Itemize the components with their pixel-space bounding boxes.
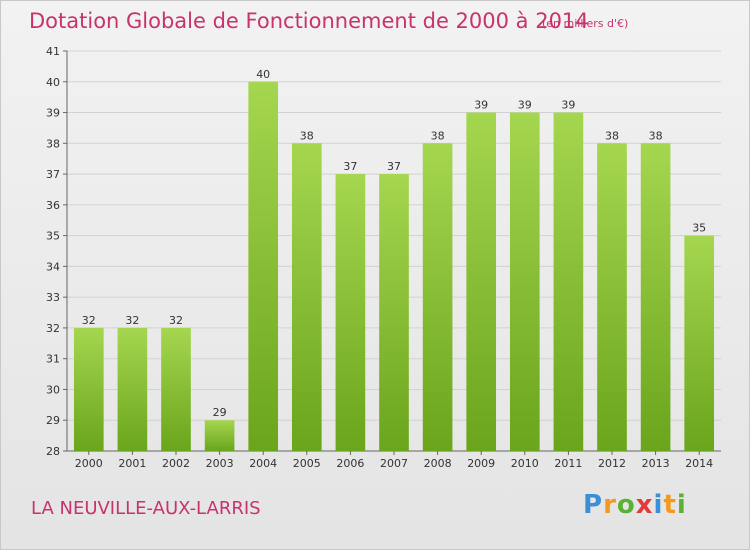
data-label: 39 [561,99,575,112]
bar [640,143,671,452]
data-label: 39 [518,99,532,112]
x-tick-label: 2014 [685,457,713,470]
data-label: 32 [169,314,183,327]
bar [684,235,715,451]
y-tick-label: 41 [46,45,60,58]
x-tick-label: 2001 [118,457,146,470]
proxiti-logo[interactable]: Proxiti [583,490,687,520]
labels: 28 29 30 31 32 33 34 35 36 37 38 39 40 41 32 2000 32 2001… [46,45,713,470]
y-tick-label: 40 [46,76,60,89]
bar [291,143,322,452]
y-tick-label: 38 [46,137,60,150]
y-tick-label: 30 [46,383,60,396]
x-tick-label: 2006 [336,457,364,470]
bar [161,327,191,451]
y-tick-label: 29 [46,414,60,427]
y-tick-label: 39 [46,107,60,120]
x-tick-label: 2013 [642,457,670,470]
x-tick-label: 2000 [75,457,103,470]
y-tick-label: 33 [46,291,60,304]
bar [117,327,148,451]
x-tick-label: 2010 [511,457,539,470]
bar [204,420,235,451]
x-tick-label: 2004 [249,457,277,470]
data-label: 37 [343,160,357,173]
data-label: 39 [474,99,488,112]
y-tick-label: 35 [46,230,60,243]
x-tick-label: 2005 [293,457,321,470]
data-label: 35 [692,222,706,235]
data-label: 37 [387,160,401,173]
bar [422,143,453,452]
y-tick-label: 31 [46,353,60,366]
bar [248,81,279,452]
x-tick-label: 2009 [467,457,495,470]
x-tick-label: 2007 [380,457,408,470]
data-label: 38 [300,129,314,142]
city-name: LA NEUVILLE-AUX-LARRIS [31,498,261,519]
x-tick-label: 2003 [206,457,234,470]
data-label: 32 [82,314,96,327]
chart-title: Dotation Globale de Fonctionnement de 20… [29,9,589,33]
data-label: 40 [256,68,270,81]
x-tick-label: 2008 [424,457,452,470]
bars [73,81,715,452]
data-label: 38 [605,129,619,142]
data-label: 38 [431,129,445,142]
bar [597,143,627,452]
bar [335,174,366,452]
x-tick-label: 2012 [598,457,626,470]
bar [379,174,409,452]
y-tick-label: 36 [46,199,60,212]
x-tick-label: 2002 [162,457,190,470]
y-tick-label: 34 [46,260,60,273]
data-label: 38 [649,129,663,142]
chart-subtitle: (en milliers d'€) [542,17,629,30]
x-tick-label: 2011 [554,457,582,470]
bar [466,112,497,452]
y-tick-label: 28 [46,445,60,458]
y-tick-label: 37 [46,168,60,181]
bar [73,327,104,451]
data-label: 32 [125,314,139,327]
y-tick-label: 32 [46,322,60,335]
bar [553,112,584,452]
bar [509,112,540,452]
data-label: 29 [213,406,227,419]
